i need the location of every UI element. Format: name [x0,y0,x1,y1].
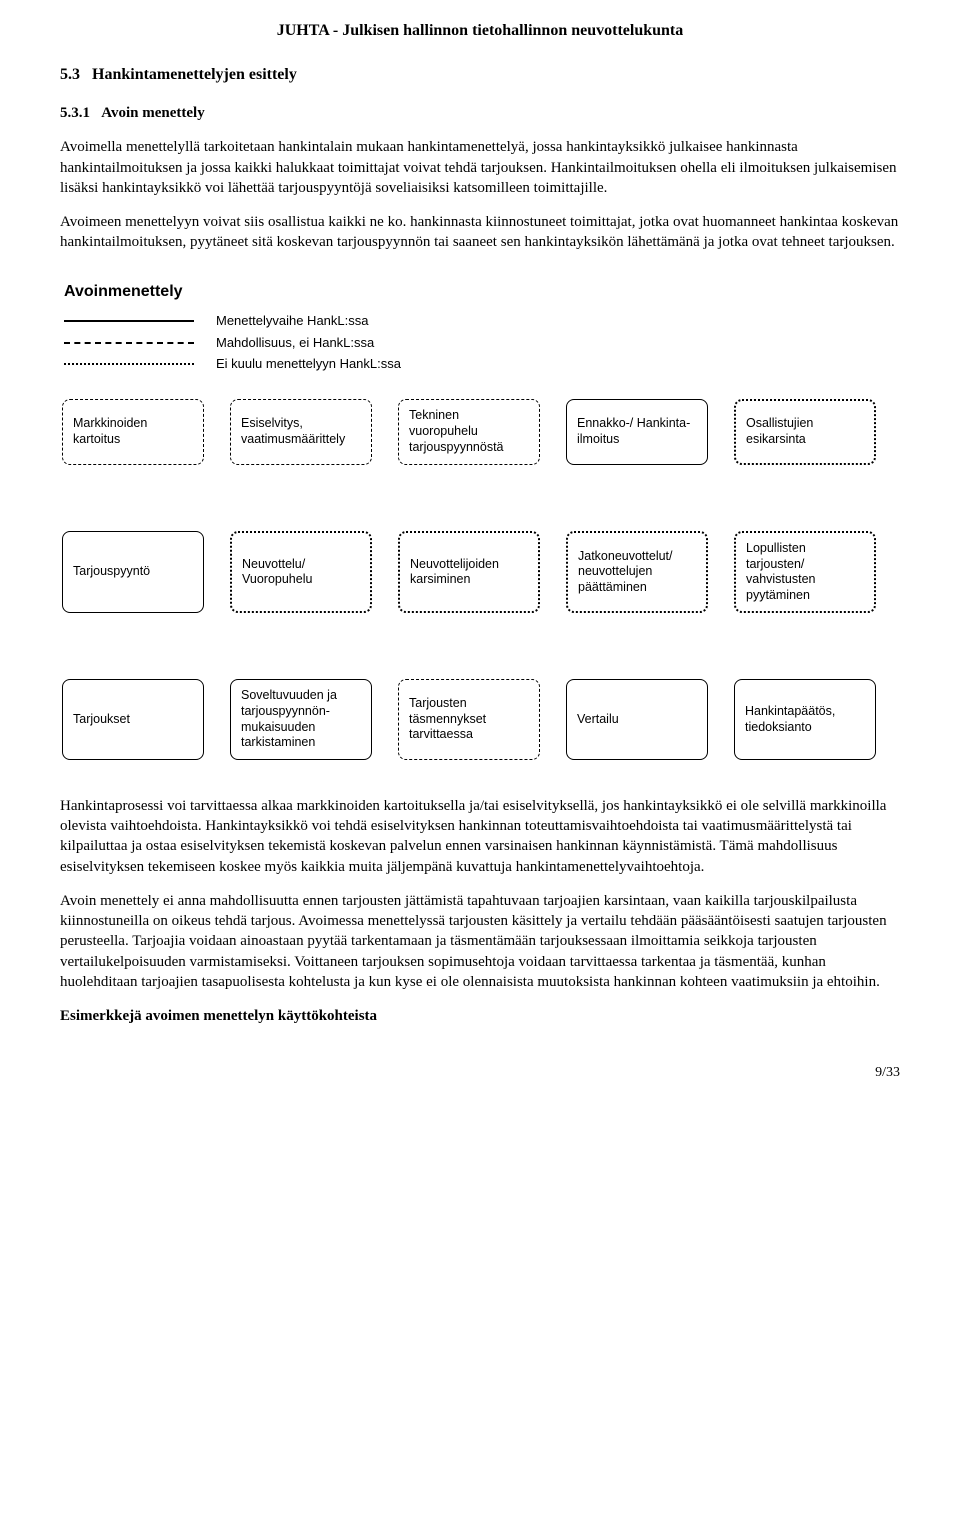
flow-box-label: Ennakko-/ Hankinta-ilmoitus [577,416,697,447]
flow-box-label: Neuvottelijoiden karsiminen [410,557,528,588]
legend-row-dashed: Mahdollisuus, ei HankL:ssa [64,334,900,352]
flow-box: Jatkoneuvottelut/ neuvottelujen päättämi… [566,531,708,614]
legend-line-dotted-icon [64,357,194,371]
subsection-number: 5.3.1 [60,105,90,121]
flow-row-1: Markkinoiden kartoitus Esiselvitys, vaat… [62,399,900,465]
flow-box: Markkinoiden kartoitus [62,399,204,465]
legend-row-solid: Menettelyvaihe HankL:ssa [64,312,900,330]
flow-box-label: Esiselvitys, vaatimusmäärittely [241,416,361,447]
flow-box-label: Tarjousten täsmennykset tarvittaessa [409,696,529,743]
page-number: 9/33 [60,1064,900,1083]
flow-box: Tekninen vuoropuhelu tarjouspyynnöstä [398,399,540,465]
legend-label-solid: Menettelyvaihe HankL:ssa [216,312,368,330]
legend-line-solid-icon [64,314,194,328]
flow-box: Neuvottelijoiden karsiminen [398,531,540,614]
examples-subheading: Esimerkkejä avoimen menettelyn käyttökoh… [60,1006,900,1026]
flow-box-label: Jatkoneuvottelut/ neuvottelujen päättämi… [578,549,696,596]
page-header: JUHTA - Julkisen hallinnon tietohallinno… [60,20,900,42]
flow-box-label: Neuvottelu/ Vuoropuhelu [242,557,360,588]
section-heading: 5.3 Hankintamenettelyjen esittely [60,64,900,86]
legend-line-dashed-icon [64,336,194,350]
paragraph-4: Avoin menettely ei anna mahdollisuutta e… [60,891,900,992]
flow-box: Hankintapäätös, tiedoksianto [734,679,876,760]
diagram-title: Avoinmenettely [64,281,900,303]
paragraph-1: Avoimella menettelyllä tarkoitetaan hank… [60,137,900,198]
legend-row-dotted: Ei kuulu menettelyyn HankL:ssa [64,355,900,373]
flow-box: Soveltuvuuden ja tarjouspyynnön-mukaisuu… [230,679,372,760]
flow-row-2: Tarjouspyyntö Neuvottelu/ Vuoropuhelu Ne… [62,531,900,614]
flow-box-label: Hankintapäätös, tiedoksianto [745,704,865,735]
flow-box: Tarjousten täsmennykset tarvittaessa [398,679,540,760]
flow-box-label: Tekninen vuoropuhelu tarjouspyynnöstä [409,408,529,455]
subsection-heading: 5.3.1 Avoin menettely [60,103,900,123]
flow-box: Neuvottelu/ Vuoropuhelu [230,531,372,614]
section-number: 5.3 [60,66,80,83]
flow-row-3: Tarjoukset Soveltuvuuden ja tarjouspyynn… [62,679,900,760]
legend-label-dashed: Mahdollisuus, ei HankL:ssa [216,334,374,352]
flow-box: Lopullisten tarjousten/ vahvistusten pyy… [734,531,876,614]
flow-box-label: Soveltuvuuden ja tarjouspyynnön-mukaisuu… [241,688,361,751]
paragraph-3: Hankintaprosessi voi tarvittaessa alkaa … [60,796,900,877]
flow-box-label: Tarjouspyyntö [73,564,150,580]
flow-box: Vertailu [566,679,708,760]
legend-label-dotted: Ei kuulu menettelyyn HankL:ssa [216,355,401,373]
flow-box-label: Osallistujien esikarsinta [746,416,864,447]
subsection-title: Avoin menettely [101,105,204,121]
flow-box-label: Markkinoiden kartoitus [73,416,193,447]
flow-box: Esiselvitys, vaatimusmäärittely [230,399,372,465]
flow-box: Ennakko-/ Hankinta-ilmoitus [566,399,708,465]
diagram-legend: Menettelyvaihe HankL:ssa Mahdollisuus, e… [64,312,900,373]
flow-box: Osallistujien esikarsinta [734,399,876,465]
flow-box-label: Tarjoukset [73,712,130,728]
flow-box: Tarjoukset [62,679,204,760]
section-title: Hankintamenettelyjen esittely [92,66,297,83]
flowchart-diagram: Avoinmenettely Menettelyvaihe HankL:ssa … [60,281,900,760]
paragraph-2: Avoimeen menettelyyn voivat siis osallis… [60,212,900,253]
flow-box-label: Lopullisten tarjousten/ vahvistusten pyy… [746,541,864,604]
flow-box: Tarjouspyyntö [62,531,204,614]
flow-box-label: Vertailu [577,712,619,728]
